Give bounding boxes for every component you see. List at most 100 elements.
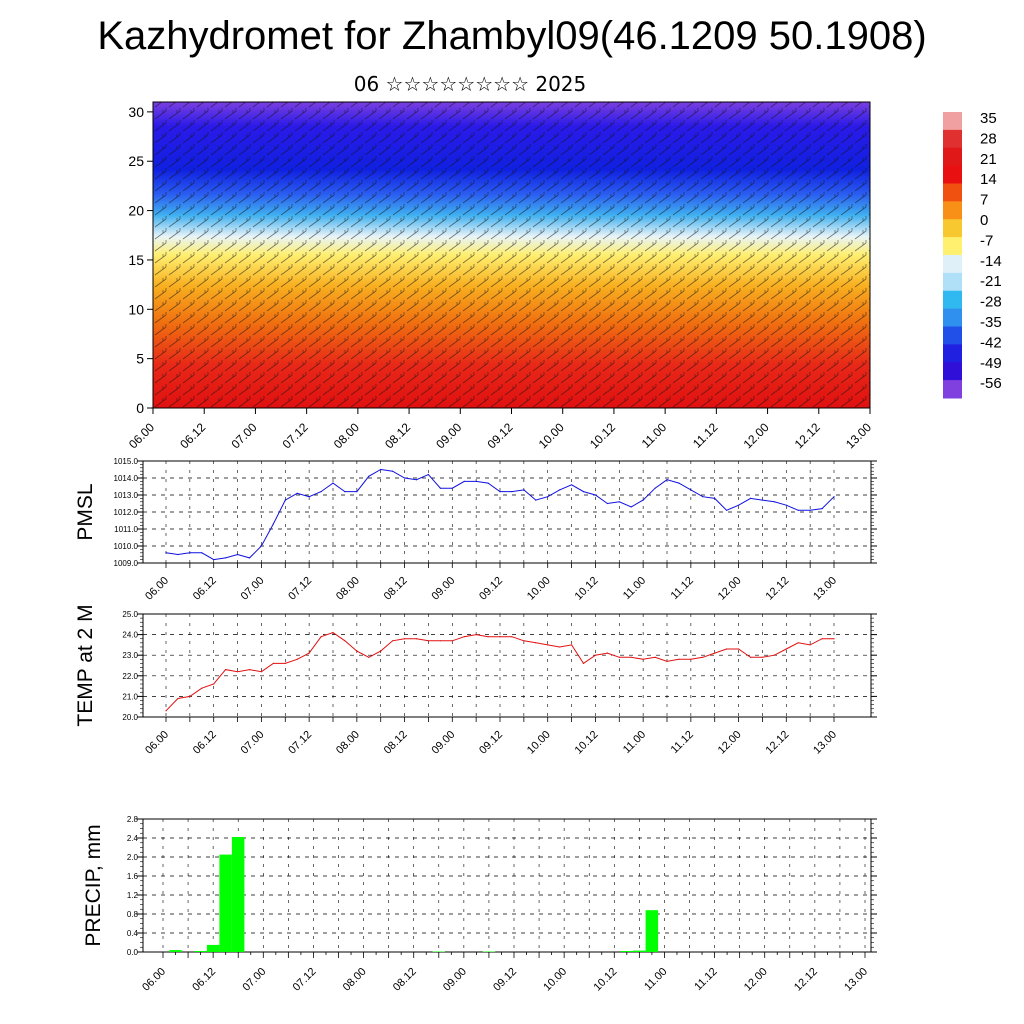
data-point	[404, 477, 406, 479]
y-tick-label: 1011.0	[114, 525, 138, 534]
precip-bar	[482, 951, 496, 952]
x-tick-label: 13.00	[811, 575, 839, 603]
data-point	[511, 636, 513, 638]
series-line	[165, 631, 834, 712]
data-point	[821, 638, 823, 640]
x-tick-label: 13.00	[842, 966, 870, 994]
colorbar-segment	[943, 272, 962, 292]
data-point	[833, 638, 835, 640]
data-point	[177, 553, 179, 556]
panel-frame	[142, 818, 872, 953]
colorbar-segment	[943, 112, 962, 131]
data-point	[272, 523, 274, 525]
data-point	[582, 662, 585, 665]
data-point	[344, 640, 346, 642]
colorbar-label: -42	[980, 334, 1002, 351]
data-point	[523, 489, 525, 491]
data-point	[225, 669, 227, 671]
data-point	[797, 509, 799, 511]
colorbar-label: -21	[980, 273, 1002, 290]
chart-subtitle: 06 ☆☆☆☆☆☆☆☆ 2025	[353, 72, 587, 96]
data-point	[260, 545, 262, 547]
x-tick-label: 12.12	[792, 966, 820, 994]
data-point	[213, 683, 215, 685]
data-point	[225, 557, 227, 559]
data-point	[571, 644, 573, 646]
colorbar-segment	[943, 290, 962, 310]
colorbar-label: 21	[980, 151, 997, 168]
colorbar-label: -35	[980, 314, 1002, 331]
data-point	[308, 652, 310, 654]
data-point	[618, 501, 620, 503]
colorbar-label: 35	[980, 110, 997, 127]
colorbar-label: 14	[980, 171, 997, 188]
precip-bar	[645, 910, 659, 952]
data-point	[630, 656, 632, 658]
x-tick-label: 10.12	[573, 729, 601, 757]
data-point	[415, 638, 418, 640]
x-tick-label: 12.00	[742, 966, 770, 994]
data-point	[201, 687, 203, 689]
y-axis-title: PRECIP, mm	[82, 824, 105, 946]
y-tick-label: 2.0	[127, 853, 139, 862]
y-tick-label: 1009.0	[114, 559, 139, 568]
data-point	[499, 491, 501, 493]
precip-bar	[219, 854, 232, 952]
x-tick-label: 08.12	[382, 420, 413, 451]
y-tick-label: 0.8	[127, 910, 139, 919]
x-tick-label: 07.00	[240, 966, 268, 994]
data-point	[248, 557, 251, 559]
x-tick-label: 09.12	[477, 729, 505, 757]
data-point	[392, 640, 394, 642]
y-tick-label: 1010.0	[114, 542, 139, 551]
x-tick-label: 11.12	[690, 420, 721, 451]
colorbar-segment	[943, 308, 962, 327]
x-tick-label: 12.12	[763, 575, 791, 603]
data-point	[535, 499, 537, 501]
data-point	[690, 489, 692, 491]
colorbar-segment	[943, 326, 962, 345]
precip-bar	[169, 950, 182, 952]
data-point	[726, 648, 728, 650]
data-point	[499, 636, 501, 638]
data-point	[475, 480, 477, 482]
data-point	[272, 662, 274, 665]
colorbar-label: -49	[980, 355, 1002, 372]
y-tick-label: 21.0	[122, 692, 138, 701]
x-tick-label: 11.00	[621, 575, 648, 602]
x-tick-label: 11.00	[639, 420, 670, 451]
y-tick-label: 1014.0	[114, 474, 139, 483]
x-tick-label: 08.00	[334, 575, 362, 603]
temp-panel: 20.0 21.0 22.0 23.0 24.0 25.0 06.00 06.12 07.00 0…	[74, 604, 877, 757]
data-point	[582, 491, 585, 493]
x-tick-label: 12.12	[763, 729, 791, 757]
data-point	[487, 636, 489, 638]
y-axis-title: PMSL	[74, 483, 97, 540]
colorbar-segment	[943, 344, 962, 363]
colorbar-label: -7	[980, 232, 993, 249]
y-tick-label: 1013.0	[114, 491, 139, 500]
data-point	[535, 642, 537, 644]
x-tick-label: 06.00	[126, 420, 157, 451]
x-tick-label: 13.00	[843, 420, 874, 451]
data-point	[773, 654, 776, 656]
data-point	[773, 501, 776, 503]
y-tick-label: 1015.0	[114, 457, 139, 466]
data-point	[666, 479, 668, 481]
colorbar-label: 0	[980, 212, 988, 229]
colorbar-segment	[943, 129, 962, 149]
colorbar-label: -28	[980, 294, 1002, 311]
data-point	[177, 697, 179, 700]
colorbar-label: -56	[980, 375, 1002, 392]
data-point	[749, 497, 752, 499]
data-point	[487, 482, 489, 484]
data-point	[439, 640, 441, 642]
x-tick-label: 10.12	[573, 575, 601, 603]
x-tick-label: 06.12	[177, 420, 208, 451]
data-point	[761, 499, 764, 501]
x-tick-label: 07.12	[280, 420, 311, 451]
x-tick-label: 09.00	[429, 575, 457, 603]
x-tick-label: 10.12	[587, 420, 618, 451]
data-point	[356, 650, 358, 652]
colorbar-segment	[943, 380, 962, 399]
